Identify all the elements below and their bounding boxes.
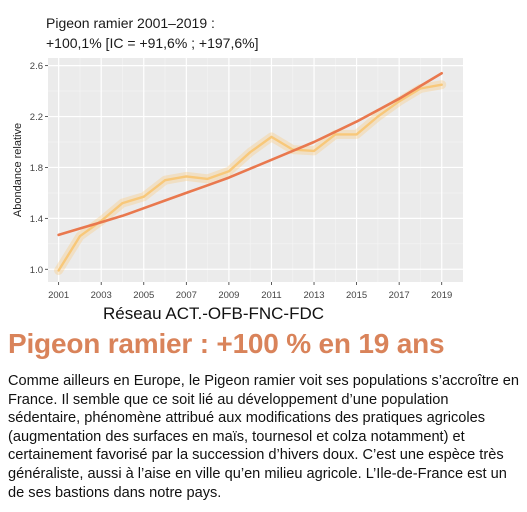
chart-title-line: Pigeon ramier 2001–2019 :: [46, 15, 215, 31]
y-tick-label: 1.0: [30, 265, 43, 276]
axes: 1.0 1.4 1.8 2.2 2.6 2001 2003 2005 2007 2009 2011 2…: [30, 61, 453, 301]
x-tick-label: 2009: [218, 290, 239, 301]
x-tick-label: 2013: [303, 290, 324, 301]
x-tick-label: 2007: [176, 290, 197, 301]
y-axis-label: Abondance relative: [12, 123, 24, 217]
trend-line: [57, 72, 444, 237]
plot-panel: [48, 58, 463, 282]
chart-title: Pigeon ramier 2001–2019 : +100,1% [IC = …: [46, 13, 258, 53]
article-body: Comme ailleurs en Europe, le Pigeon rami…: [8, 373, 520, 501]
y-tick-label: 1.4: [30, 214, 43, 225]
x-tick-label: 2001: [48, 290, 69, 301]
annual-index-line: [57, 83, 443, 272]
chart-source-caption: Réseau ACT.-OFB-FNC-FDC: [103, 304, 325, 323]
series-layer: [54, 72, 447, 275]
y-tick-label: 1.8: [30, 163, 43, 174]
article-heading: Pigeon ramier : +100 % en 19 ans: [8, 328, 445, 359]
y-tick-label: 2.6: [30, 61, 43, 72]
x-tick-label: 2005: [133, 290, 154, 301]
x-tick-label: 2011: [261, 290, 281, 301]
y-tick-label: 2.2: [30, 112, 43, 123]
x-tick-label: 2003: [91, 290, 112, 301]
x-tick-label: 2017: [389, 290, 410, 301]
abundance-chart: 1.0 1.4 1.8 2.2 2.6 2001 2003 2005 2007 2009 2011 2…: [12, 58, 463, 301]
x-tick-label: 2019: [431, 290, 452, 301]
chart-subtitle-line: +100,1% [IC = +91,6% ; +197,6%]: [46, 35, 259, 51]
x-tick-label: 2015: [346, 290, 367, 301]
